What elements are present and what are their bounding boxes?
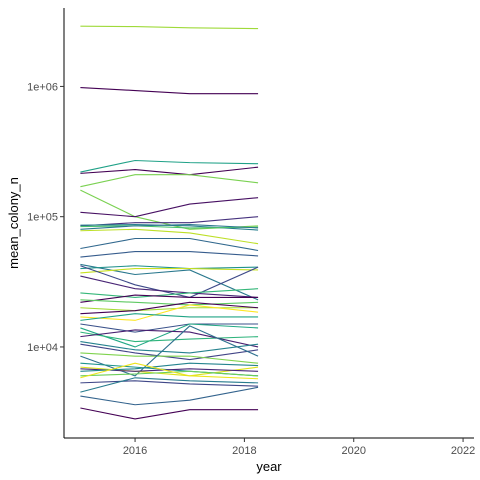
x-tick-label: 2020 [341,445,365,457]
series-line-2 [80,87,259,95]
series-line-8 [80,216,259,227]
series-line-21 [80,294,259,303]
y-tick-label: 1e+04 [27,342,58,354]
series-line-12 [80,228,259,245]
series-line-29 [80,331,259,343]
series-line-44 [80,407,259,420]
series-line-11 [80,224,259,230]
series-line-43 [80,386,259,406]
series-line-19 [80,275,259,298]
series-line-30 [80,329,259,348]
series-line-27 [80,323,259,333]
series-line-24 [80,301,259,315]
series-line-20 [80,288,259,298]
series-line-33 [80,352,259,364]
series-line-1 [80,25,259,30]
series-line-7 [80,197,259,218]
series-line-22 [80,299,259,306]
series-line-3 [80,159,259,173]
series-line-40 [80,362,259,380]
series-line-28 [80,323,259,348]
series-line-39 [80,370,259,377]
x-axis-ticks: 2016 2018 2020 2022 [123,438,475,457]
y-tick-label: 1e+05 [27,212,58,224]
series-line-17 [80,267,259,274]
series-line-41 [80,380,259,387]
series-line-14 [80,251,259,258]
x-tick-label: 2016 [123,445,147,457]
series-line-15 [80,263,259,301]
x-tick-label: 2018 [232,445,256,457]
y-axis-title: mean_colony_n [6,177,21,269]
x-axis-title: year [256,459,282,474]
series-line-13 [80,237,259,252]
series-line-34 [80,325,259,377]
series-line-26 [80,313,259,321]
y-axis-ticks: 1e+04 1e+05 1e+06 [27,81,64,354]
series-line-25 [80,304,259,321]
series-line-31 [80,341,259,354]
series-line-4 [80,166,259,176]
series-line-5 [80,174,259,188]
series-line-16 [80,265,259,270]
series-line-10 [80,225,259,229]
series-line-23 [80,307,259,312]
series-line-35 [80,366,259,377]
y-tick-label: 1e+06 [27,81,58,93]
x-tick-label: 2022 [451,445,475,457]
series-line-6 [80,189,259,230]
series-lines [80,25,259,420]
series-line-42 [80,377,259,393]
